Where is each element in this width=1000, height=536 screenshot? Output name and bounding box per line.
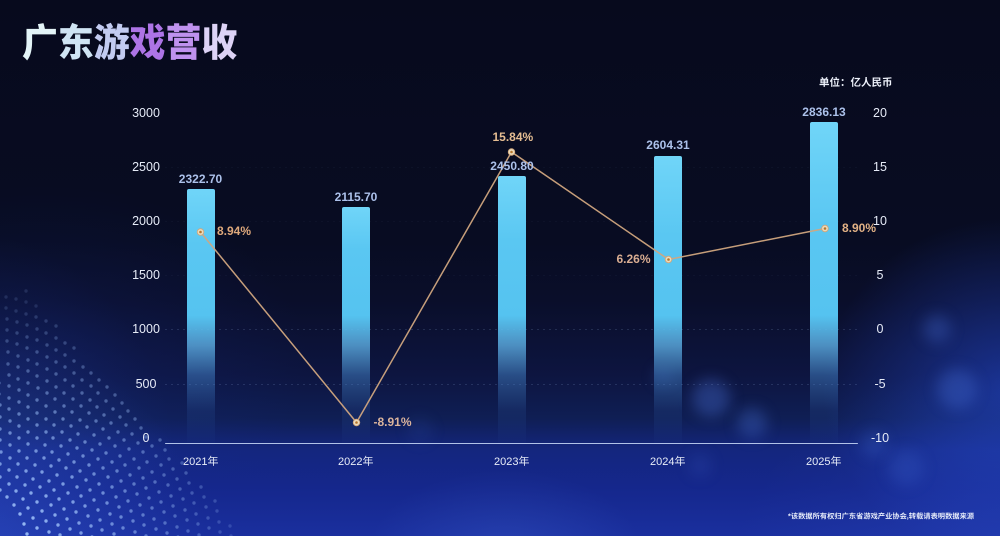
svg-text:2023: 2023	[494, 456, 518, 468]
svg-text:2025: 2025	[806, 456, 830, 468]
svg-text:,: ,	[907, 512, 909, 521]
svg-text:*: *	[788, 512, 791, 521]
svg-text:2024: 2024	[650, 456, 674, 468]
svg-text:2022: 2022	[338, 456, 362, 468]
svg-text:2021: 2021	[183, 456, 207, 468]
